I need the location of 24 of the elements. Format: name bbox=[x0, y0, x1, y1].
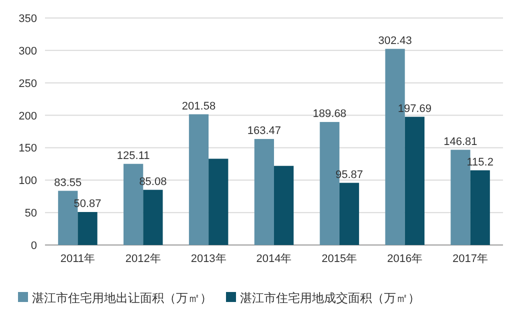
x-tick-label: 2012年 bbox=[125, 253, 161, 265]
data-label: 302.43 bbox=[378, 34, 412, 47]
y-tick-label: 350 bbox=[18, 13, 37, 25]
data-label: 146.81 bbox=[444, 136, 478, 148]
data-label: 163.47 bbox=[247, 124, 282, 137]
y-tick-label: 250 bbox=[18, 78, 37, 90]
x-tick-label: 2015年 bbox=[322, 253, 358, 265]
y-tick-label: 100 bbox=[18, 175, 37, 188]
data-label: 125.11 bbox=[116, 150, 150, 162]
y-tick-label: 50 bbox=[24, 208, 37, 220]
y-tick-label: 300 bbox=[18, 45, 37, 58]
y-tick-label: 0 bbox=[30, 240, 37, 252]
x-tick-label: 2011年 bbox=[60, 253, 96, 265]
data-label: 201.58 bbox=[182, 100, 216, 112]
x-tick-label: 2017年 bbox=[452, 253, 488, 265]
legend-label: 湛江市住宅用地成交面积（万㎡） bbox=[240, 291, 420, 305]
x-tick-label: 2016年 bbox=[387, 253, 423, 265]
data-label: 83.55 bbox=[54, 176, 82, 189]
x-tick-label: 2013年 bbox=[190, 253, 226, 265]
y-tick-label: 200 bbox=[18, 110, 37, 122]
x-tick-label: 2014年 bbox=[256, 253, 292, 265]
y-tick-label: 150 bbox=[18, 142, 37, 155]
legend-label: 湛江市住宅用地出让面积（万㎡） bbox=[32, 291, 212, 305]
data-label: 189.68 bbox=[312, 108, 346, 120]
